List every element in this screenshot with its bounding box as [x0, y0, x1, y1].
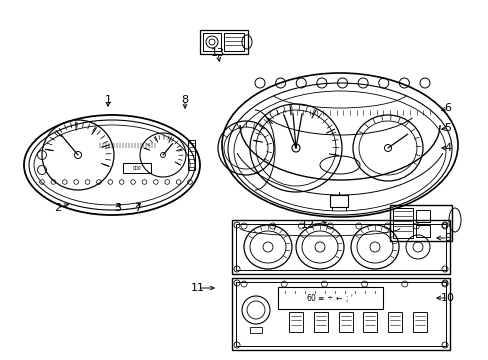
Bar [338, 312, 352, 332]
Text: 5: 5 [444, 123, 450, 133]
Bar [224, 33, 244, 51]
Text: 10: 10 [440, 293, 454, 303]
Bar [389, 205, 451, 241]
Text: 12: 12 [300, 220, 314, 230]
Bar [288, 312, 302, 332]
Bar [231, 278, 449, 350]
Text: 4: 4 [444, 143, 450, 153]
Circle shape [160, 153, 165, 158]
Text: 3: 3 [114, 203, 121, 213]
Bar [363, 312, 377, 332]
Text: 1: 1 [104, 95, 111, 105]
Bar [203, 33, 221, 51]
Text: 6: 6 [444, 103, 450, 113]
Text: $60 \equiv \div \leftarrow \, ; \, {}^{\prime}$: $60 \equiv \div \leftarrow \, ; \, {}^{\… [305, 292, 353, 304]
Bar [392, 208, 412, 238]
Circle shape [208, 39, 215, 45]
Text: 13: 13 [210, 48, 224, 58]
Bar [313, 312, 327, 332]
Bar [231, 220, 449, 274]
Bar [329, 195, 347, 207]
Bar [387, 312, 402, 332]
Text: 7: 7 [134, 203, 141, 213]
Bar [236, 282, 445, 346]
Bar [249, 327, 262, 333]
Bar [123, 163, 151, 173]
Text: ODO: ODO [132, 166, 141, 171]
Bar [236, 224, 445, 270]
Text: 2: 2 [54, 203, 61, 213]
Text: 8: 8 [181, 95, 188, 105]
Bar [415, 210, 429, 222]
Text: 11: 11 [191, 283, 204, 293]
Bar [278, 287, 382, 309]
Text: 9: 9 [444, 233, 450, 243]
Bar [412, 312, 427, 332]
Bar [187, 140, 195, 170]
Bar [415, 225, 429, 237]
Circle shape [384, 144, 391, 152]
Bar [200, 30, 247, 54]
Circle shape [291, 144, 299, 152]
Circle shape [74, 152, 81, 158]
Ellipse shape [222, 73, 457, 217]
